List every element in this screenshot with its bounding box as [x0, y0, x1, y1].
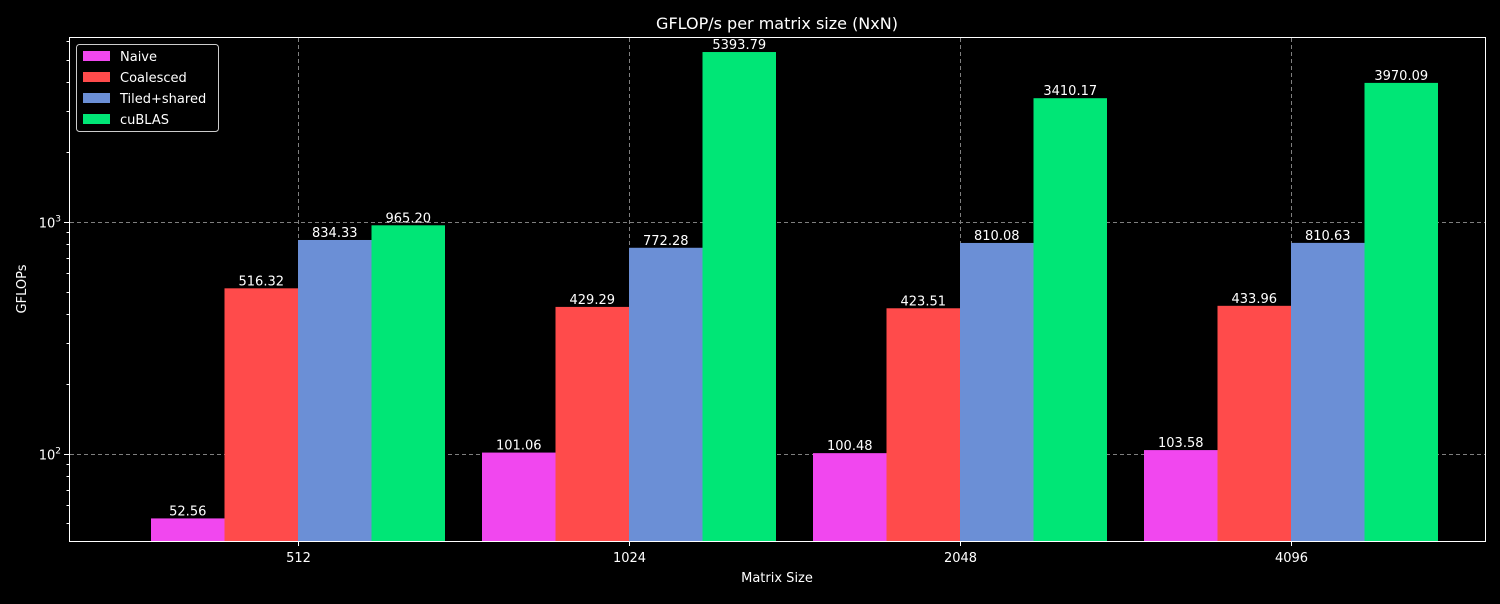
x-tick-label: 4096	[1275, 551, 1308, 566]
bar	[224, 288, 298, 541]
plot-frame	[69, 37, 1486, 542]
legend-label: Coalesced	[120, 71, 187, 86]
bar-value-label: 810.63	[1305, 229, 1351, 244]
bar-value-label: 433.96	[1232, 292, 1278, 307]
y-tick-label-base: 10	[39, 449, 56, 464]
legend-label: cuBLAS	[120, 113, 169, 128]
bar	[298, 239, 372, 541]
legend-label: Naive	[120, 50, 157, 65]
x-tick-label: 1024	[613, 551, 646, 566]
bar-value-label: 103.58	[1158, 436, 1204, 451]
bar-value-label: 772.28	[643, 234, 689, 249]
bar	[371, 225, 445, 541]
bar	[886, 308, 960, 541]
legend-swatch	[83, 93, 110, 103]
bar-value-label: 810.08	[974, 229, 1020, 244]
legend-frame	[76, 44, 219, 132]
chart-title: GFLOP/s per matrix size (NxN)	[656, 14, 898, 33]
x-tick-label: 512	[286, 551, 311, 566]
bar-value-label: 101.06	[496, 439, 542, 454]
bar-value-label: 516.32	[239, 274, 285, 289]
bar	[1217, 305, 1291, 541]
legend: Naive Coalesced Tiled+shared cuBLAS	[76, 44, 219, 132]
bar-labels-layer: 52.56 101.06 100.48 103.58 516.32 429.29 423.5…	[169, 38, 1428, 519]
bar	[555, 306, 629, 541]
bar	[151, 518, 225, 541]
y-tick-label: 102	[39, 447, 61, 464]
legend-swatch	[83, 51, 110, 61]
bar	[629, 247, 703, 541]
bar	[960, 242, 1034, 541]
bar-value-label: 52.56	[169, 504, 206, 519]
bar-value-label: 423.51	[901, 294, 947, 309]
bar	[813, 453, 887, 541]
bar	[1364, 82, 1438, 542]
bar-value-label: 3410.17	[1043, 84, 1097, 99]
y-tick-label-base: 10	[39, 217, 56, 232]
bars-layer	[151, 52, 1438, 542]
x-axis-label: Matrix Size	[741, 571, 813, 586]
bar-value-label: 5393.79	[712, 38, 766, 53]
x-tick-label: 2048	[944, 551, 977, 566]
bar	[1033, 98, 1107, 542]
bar-value-label: 834.33	[312, 226, 358, 241]
bar	[1144, 450, 1218, 541]
y-tick-label-exponent: 3	[55, 215, 61, 225]
y-tick-label: 103	[39, 215, 61, 232]
bar-value-label: 3970.09	[1374, 69, 1428, 84]
y-axis-label: GFLOPs	[15, 264, 30, 313]
legend-swatch	[83, 114, 110, 124]
bar	[482, 452, 556, 541]
bar-value-label: 429.29	[570, 293, 616, 308]
legend-label: Tiled+shared	[119, 92, 206, 107]
legend-swatch	[83, 72, 110, 82]
bar	[702, 52, 776, 541]
bar-value-label: 965.20	[386, 211, 432, 226]
bar-value-label: 100.48	[827, 439, 873, 454]
y-tick-label-exponent: 2	[55, 447, 61, 457]
bar	[1291, 242, 1365, 541]
